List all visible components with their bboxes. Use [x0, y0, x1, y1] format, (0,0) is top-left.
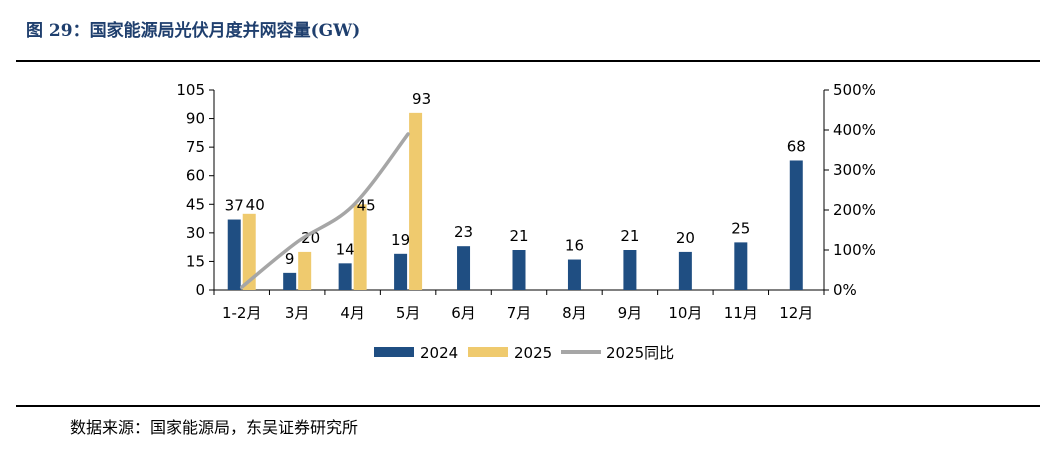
legend-label-yoy: 2025同比 — [606, 344, 674, 362]
legend-swatch-2024 — [374, 347, 414, 357]
x-tick-label: 1-2月 — [222, 304, 262, 322]
right-tick-label: 100% — [833, 241, 876, 259]
data-label-2024: 23 — [454, 223, 473, 241]
bar-2024 — [678, 251, 692, 290]
data-label-2024: 68 — [787, 137, 806, 155]
right-tick-label: 500% — [833, 81, 876, 99]
left-tick-label: 45 — [186, 195, 205, 213]
left-tick-label: 75 — [186, 138, 205, 156]
bar-2025 — [298, 251, 312, 290]
data-label-2024: 37 — [225, 197, 244, 215]
x-tick-label: 10月 — [668, 304, 702, 322]
bar-2024 — [457, 246, 471, 290]
right-tick-label: 300% — [833, 161, 876, 179]
left-tick-label: 15 — [186, 252, 205, 270]
bar-2024 — [338, 263, 352, 290]
bar-2024 — [227, 219, 241, 290]
data-label-2025: 93 — [412, 90, 431, 108]
right-tick-label: 400% — [833, 121, 876, 139]
data-label-2024: 19 — [391, 231, 410, 249]
legend-swatch-2025 — [468, 347, 508, 357]
x-tick-label: 4月 — [340, 304, 365, 322]
data-label-2024: 21 — [509, 227, 528, 245]
data-label-2025: 40 — [246, 196, 265, 214]
source-note: 数据来源：国家能源局，东吴证券研究所 — [70, 418, 359, 437]
right-tick-label: 0% — [833, 281, 857, 299]
x-tick-label: 11月 — [724, 304, 758, 322]
bar-2024 — [567, 259, 581, 290]
bar-2024 — [734, 242, 748, 290]
x-tick-label: 12月 — [779, 304, 813, 322]
data-label-2025: 20 — [301, 229, 320, 247]
data-label-2024: 14 — [336, 240, 355, 258]
x-tick-label: 5月 — [396, 304, 421, 322]
left-tick-label: 105 — [176, 81, 205, 99]
bar-2024 — [623, 250, 637, 290]
data-label-2025: 45 — [357, 196, 376, 214]
bar-2024 — [512, 250, 526, 290]
left-tick-label: 30 — [186, 224, 205, 242]
bar-2025 — [242, 213, 256, 290]
legend-label-2025: 2025 — [514, 344, 552, 362]
right-tick-label: 200% — [833, 201, 876, 219]
left-tick-label: 90 — [186, 110, 205, 128]
bar-2024 — [394, 253, 408, 290]
data-label-2024: 16 — [565, 237, 584, 255]
x-tick-label: 6月 — [451, 304, 476, 322]
chart: 0 15 30 45 60 75 90 105 0% 100% 200% 300% 400% 500% 1-… — [176, 81, 876, 362]
x-tick-label: 7月 — [507, 304, 532, 322]
line-2025-yoy — [239, 132, 410, 289]
x-tick-label: 3月 — [285, 304, 310, 322]
figure-title: 图 29：国家能源局光伏月度并网容量(GW) — [26, 21, 361, 41]
x-tick-label: 8月 — [562, 304, 587, 322]
bottom-divider — [16, 405, 1040, 407]
x-tick-label: 9月 — [618, 304, 643, 322]
bar-2025 — [409, 112, 423, 290]
data-label-2024: 20 — [676, 229, 695, 247]
legend-label-2024: 2024 — [420, 344, 458, 362]
bar-2024 — [789, 160, 803, 290]
bar-2025 — [353, 204, 367, 290]
left-tick-label: 0 — [195, 281, 205, 299]
left-tick-label: 60 — [186, 167, 205, 185]
data-label-2024: 25 — [731, 219, 750, 237]
data-label-2024: 9 — [285, 250, 295, 268]
bar-2024 — [283, 272, 297, 290]
data-label-2024: 21 — [620, 227, 639, 245]
top-divider — [16, 60, 1040, 62]
